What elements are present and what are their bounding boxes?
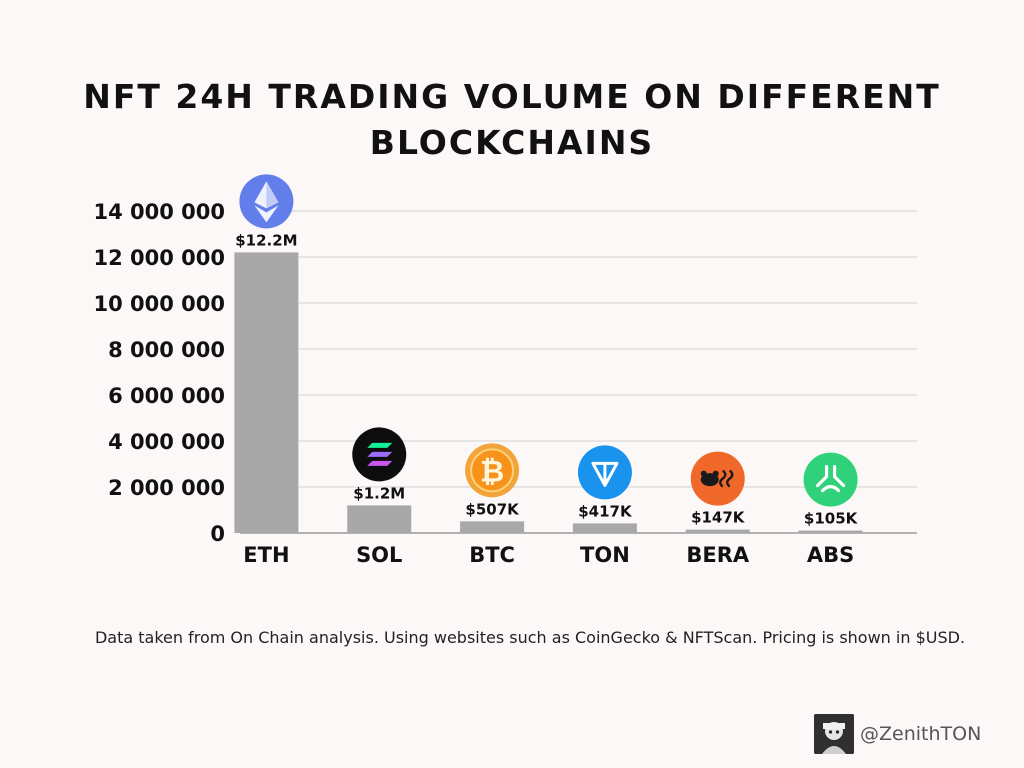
y-tick-label: 8 000 000 bbox=[108, 338, 225, 362]
y-tick-label: 0 bbox=[210, 522, 225, 546]
data-label: $147K bbox=[691, 509, 746, 527]
x-tick-label: SOL bbox=[356, 543, 402, 567]
bar-btc bbox=[460, 521, 525, 533]
ton-logo-icon bbox=[577, 445, 632, 500]
bar-bera bbox=[685, 529, 750, 533]
avatar bbox=[814, 714, 854, 754]
chart-title-line-1: NFT 24H TRADING VOLUME ON DIFFERENT bbox=[83, 77, 941, 116]
bar-ton bbox=[572, 523, 637, 533]
x-tick-label: TON bbox=[580, 543, 630, 567]
data-label: $507K bbox=[465, 500, 520, 518]
ethereum-logo-icon bbox=[239, 174, 294, 229]
berachain-logo-icon bbox=[690, 451, 745, 506]
chart-title-line-2: BLOCKCHAINS bbox=[369, 123, 655, 162]
y-tick-label: 14 000 000 bbox=[93, 200, 225, 224]
y-tick-label: 12 000 000 bbox=[93, 246, 225, 270]
y-tick-label: 2 000 000 bbox=[108, 476, 225, 500]
bar-chart: 0 2 000 000 4 000 000 6 000 000 8 000 000 10 … bbox=[93, 174, 917, 567]
abstract-logo-icon bbox=[803, 452, 858, 507]
x-tick-label: ABS bbox=[807, 543, 854, 567]
x-tick-label: BERA bbox=[686, 543, 750, 567]
svg-text:₿: ₿ bbox=[480, 454, 504, 489]
data-label: $12.2M bbox=[235, 231, 297, 249]
data-label: $1.2M bbox=[353, 484, 405, 502]
data-label: $417K bbox=[578, 502, 633, 520]
bar-sol bbox=[347, 505, 412, 533]
y-tick-label: 10 000 000 bbox=[93, 292, 225, 316]
y-tick-label: 4 000 000 bbox=[108, 430, 225, 454]
bar-eth bbox=[234, 252, 299, 533]
bitcoin-logo-icon: ₿ bbox=[465, 443, 520, 498]
bar-abs bbox=[798, 530, 863, 533]
data-label: $105K bbox=[804, 510, 859, 528]
solana-logo-icon bbox=[352, 427, 407, 482]
author-handle: @ZenithTON bbox=[860, 723, 982, 745]
chart-title: NFT 24H TRADING VOLUME ON DIFFERENT BLOC… bbox=[0, 74, 1024, 166]
author-credit: @ZenithTON bbox=[814, 713, 981, 755]
y-tick-label: 6 000 000 bbox=[108, 384, 225, 408]
footnote: Data taken from On Chain analysis. Using… bbox=[94, 628, 966, 647]
x-tick-label: ETH bbox=[243, 543, 289, 567]
x-tick-label: BTC bbox=[469, 543, 515, 567]
